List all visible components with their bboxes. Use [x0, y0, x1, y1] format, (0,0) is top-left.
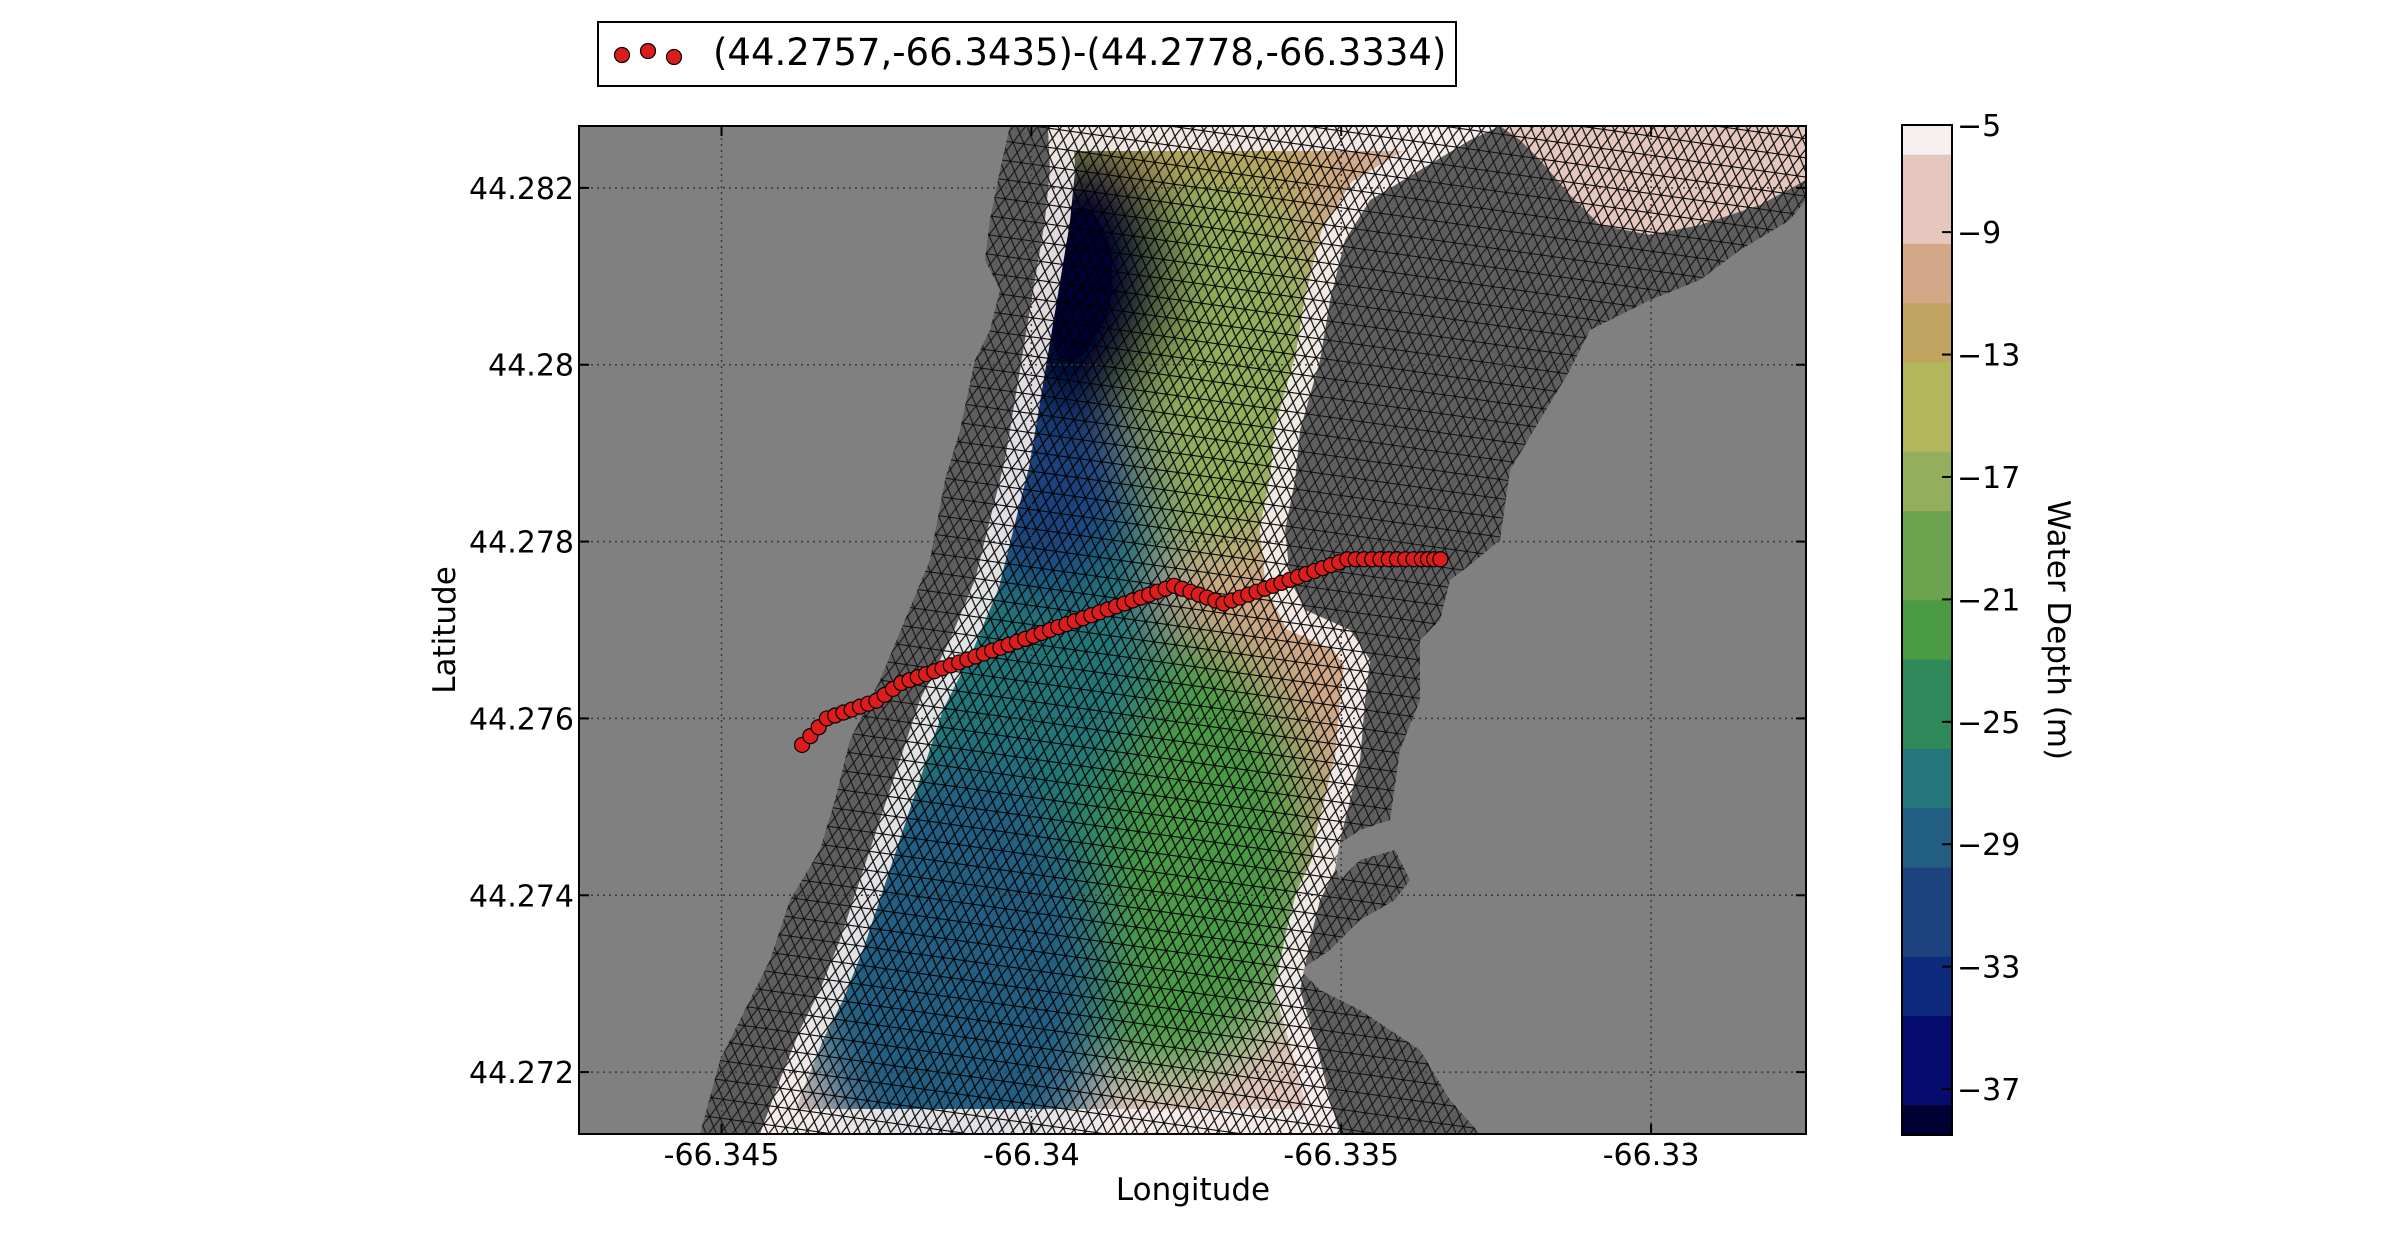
colorbar-swatch	[1902, 867, 1952, 898]
colorbar-swatch	[1902, 540, 1952, 572]
legend-marker	[613, 42, 683, 66]
colorbar-swatch	[1902, 956, 1952, 988]
legend-marker-dot	[613, 46, 631, 64]
y-axis-label: Latitude	[427, 566, 463, 694]
legend: (44.2757,-66.3435)-(44.2778,-66.3334)	[597, 21, 1457, 87]
colorbar-swatch	[1902, 1075, 1952, 1106]
x-tick-label: -66.33	[1603, 1138, 1700, 1173]
colorbar-swatch	[1902, 422, 1952, 453]
colorbar-tick-label: −33	[1957, 951, 2020, 986]
colorbar-swatch	[1902, 362, 1952, 393]
y-tick-label: 44.278	[469, 526, 574, 561]
x-tick-label: -66.345	[664, 1138, 780, 1173]
colorbar-label: Water Depth (m)	[2040, 500, 2076, 760]
grid-lines	[579, 126, 1806, 1134]
colorbar-swatch	[1902, 154, 1952, 186]
legend-marker-dot	[665, 48, 683, 66]
colorbar-swatch	[1902, 481, 1952, 512]
colorbar-tick-label: −17	[1957, 461, 2020, 496]
colorbar-swatch	[1902, 184, 1952, 215]
colorbar-swatch	[1902, 332, 1952, 364]
colorbar-tick-label: −37	[1957, 1073, 2020, 1108]
colorbar-tick-label: −5	[1957, 109, 2001, 144]
colorbar-frame	[1901, 124, 1953, 1136]
colorbar-swatch	[1902, 778, 1952, 809]
colorbar-swatch	[1902, 511, 1952, 542]
colorbar-swatch	[1902, 214, 1952, 245]
y-tick-label: 44.272	[469, 1056, 574, 1091]
colorbar-tick-label: −9	[1957, 216, 2001, 251]
colorbar-swatch	[1902, 630, 1952, 661]
transect-point	[1432, 551, 1449, 568]
colorbar-swatch	[1902, 1105, 1952, 1136]
colorbar-tick-label: −25	[1957, 706, 2020, 741]
legend-marker-dot	[639, 42, 657, 60]
colorbar: −5 −9 −13 −17 −21 −25 −29 −33 −37 Water Depth (m…	[1901, 109, 2076, 1136]
colorbar-swatch	[1902, 1016, 1952, 1047]
colorbar-swatch	[1902, 897, 1952, 928]
colorbar-swatch	[1902, 837, 1952, 869]
colorbar-swatch	[1902, 748, 1952, 780]
colorbar-swatch	[1902, 243, 1952, 275]
colorbar-swatch	[1902, 719, 1952, 750]
x-axis-label: Longitude	[1116, 1172, 1270, 1208]
triangular-mesh	[700, 126, 1806, 1134]
y-tick-label: 44.28	[488, 349, 574, 384]
y-tick-label: 44.274	[469, 879, 574, 914]
colorbar-tick-label: −13	[1957, 339, 2020, 374]
colorbar-tick-label: −29	[1957, 828, 2020, 863]
legend-box	[597, 21, 1457, 87]
colorbar-swatch	[1902, 303, 1952, 334]
legend-entry: (44.2757,-66.3435)-(44.2778,-66.3334)	[713, 31, 1446, 74]
colorbar-swatch	[1902, 808, 1952, 839]
colorbar-swatch	[1902, 273, 1952, 304]
y-axis: 44.272 44.274 44.276 44.278 44.28 44.282	[469, 172, 1806, 1091]
x-tick-label: -66.335	[1283, 1138, 1399, 1173]
x-tick-label: -66.34	[983, 1138, 1080, 1173]
plot-frame	[578, 125, 1807, 1135]
colorbar-ticks: −5 −9 −13 −17 −21 −25 −29 −33 −37	[1942, 109, 2020, 1108]
colorbar-swatch	[1902, 392, 1952, 423]
colorbar-swatch	[1902, 659, 1952, 691]
colorbar-swatch	[1902, 1045, 1952, 1077]
colorbar-swatch	[1902, 570, 1952, 601]
colorbar-swatch	[1902, 927, 1952, 958]
colorbar-swatch	[1902, 986, 1952, 1017]
transect-series	[793, 551, 1449, 754]
y-tick-label: 44.276	[469, 702, 574, 737]
colorbar-swatch	[1902, 600, 1952, 631]
colorbar-swatches	[1902, 125, 1952, 1136]
colorbar-swatch	[1902, 689, 1952, 720]
y-tick-label: 44.282	[469, 172, 574, 207]
colorbar-tick-label: −21	[1957, 583, 2020, 618]
x-axis: -66.345 -66.34 -66.335 -66.33	[664, 126, 1700, 1173]
colorbar-swatch	[1902, 125, 1952, 156]
